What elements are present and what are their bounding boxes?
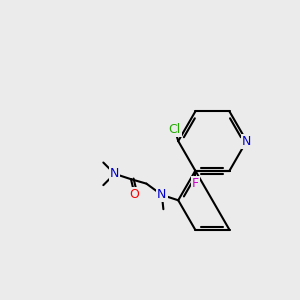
- Text: O: O: [130, 188, 140, 200]
- Text: F: F: [192, 177, 199, 190]
- Text: Cl: Cl: [169, 123, 181, 136]
- Text: N: N: [110, 167, 119, 180]
- Text: N: N: [157, 188, 167, 201]
- Text: N: N: [242, 135, 251, 148]
